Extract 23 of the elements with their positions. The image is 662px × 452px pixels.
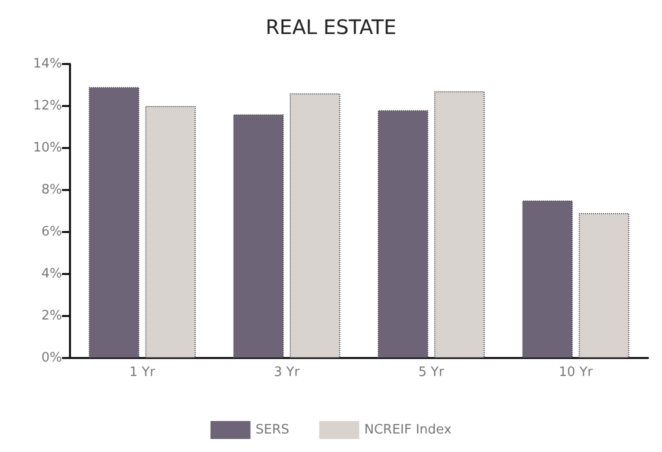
x-tick-label: 1 Yr bbox=[129, 365, 156, 380]
legend-label: SERS bbox=[255, 422, 290, 438]
bar bbox=[434, 91, 485, 358]
y-tick-label: 6% bbox=[41, 224, 62, 240]
y-tick-label: 10% bbox=[33, 140, 62, 156]
x-tick-label: 5 Yr bbox=[418, 365, 445, 380]
bar bbox=[578, 213, 630, 358]
x-tick-label: 10 Yr bbox=[558, 365, 594, 380]
legend-label: NCREIF Index bbox=[364, 422, 452, 438]
chart-title: REAL ESTATE bbox=[266, 15, 396, 39]
y-tick-label: 12% bbox=[33, 98, 62, 114]
bar bbox=[378, 110, 428, 358]
bar bbox=[233, 114, 284, 358]
y-tick-label: 0% bbox=[41, 350, 62, 366]
y-tick-label: 4% bbox=[41, 266, 62, 282]
bar bbox=[522, 200, 573, 358]
bar bbox=[290, 93, 340, 358]
y-tick-label: 14% bbox=[33, 56, 62, 72]
y-tick-label: 2% bbox=[41, 308, 62, 324]
x-tick-label: 3 Yr bbox=[274, 365, 300, 380]
y-tick-label: 8% bbox=[41, 182, 62, 198]
bar bbox=[88, 87, 140, 358]
bar bbox=[145, 106, 196, 358]
